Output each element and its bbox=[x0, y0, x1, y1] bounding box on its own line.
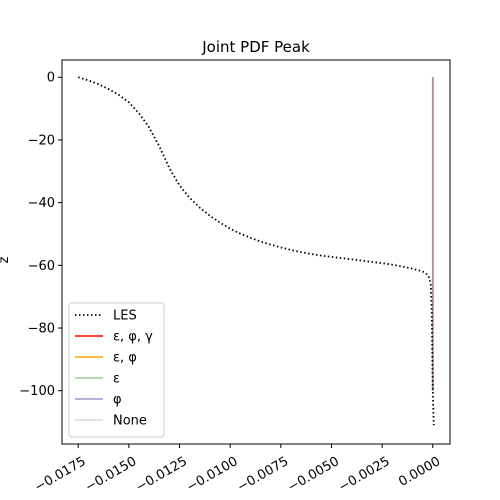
y-axis: 0 −20 −40 −60 −80 −100 bbox=[19, 71, 62, 399]
y-tick-label: −60 bbox=[28, 259, 55, 274]
x-tick-label: −0.0175 bbox=[32, 454, 88, 495]
y-tick-label: −20 bbox=[28, 133, 55, 148]
series-line-0 bbox=[77, 76, 435, 426]
legend-label: ε, φ bbox=[113, 351, 137, 366]
y-tick-label: −40 bbox=[28, 196, 55, 211]
x-tick-label: −0.0150 bbox=[83, 454, 139, 495]
plot-frame bbox=[61, 59, 451, 445]
x-tick-label: −0.0075 bbox=[235, 454, 291, 495]
x-axis: −0.0175−0.0150−0.0125−0.0100−0.0075−0.00… bbox=[32, 444, 443, 495]
x-tick-label: −0.0125 bbox=[134, 454, 190, 495]
x-tick-label: 0.0000 bbox=[396, 454, 443, 490]
legend-label: ε bbox=[113, 372, 120, 387]
y-tick-label: −100 bbox=[19, 384, 55, 399]
chart-title: Joint PDF Peak bbox=[201, 38, 310, 56]
y-tick-label: −80 bbox=[28, 322, 55, 337]
legend-label: ε, φ, γ bbox=[113, 330, 153, 345]
y-tick-label: 0 bbox=[47, 71, 55, 86]
legend-label: φ bbox=[113, 393, 122, 408]
legend-label: None bbox=[113, 414, 147, 429]
y-axis-label: z bbox=[0, 256, 12, 263]
x-tick-label: −0.0100 bbox=[184, 454, 240, 495]
legend-label: LES bbox=[113, 309, 137, 324]
x-tick-label: −0.0050 bbox=[286, 454, 342, 495]
x-tick-label: −0.0025 bbox=[336, 454, 392, 495]
legend: LES ε, φ, γ ε, φ εφ None bbox=[68, 302, 165, 438]
plot-lines bbox=[77, 76, 435, 426]
